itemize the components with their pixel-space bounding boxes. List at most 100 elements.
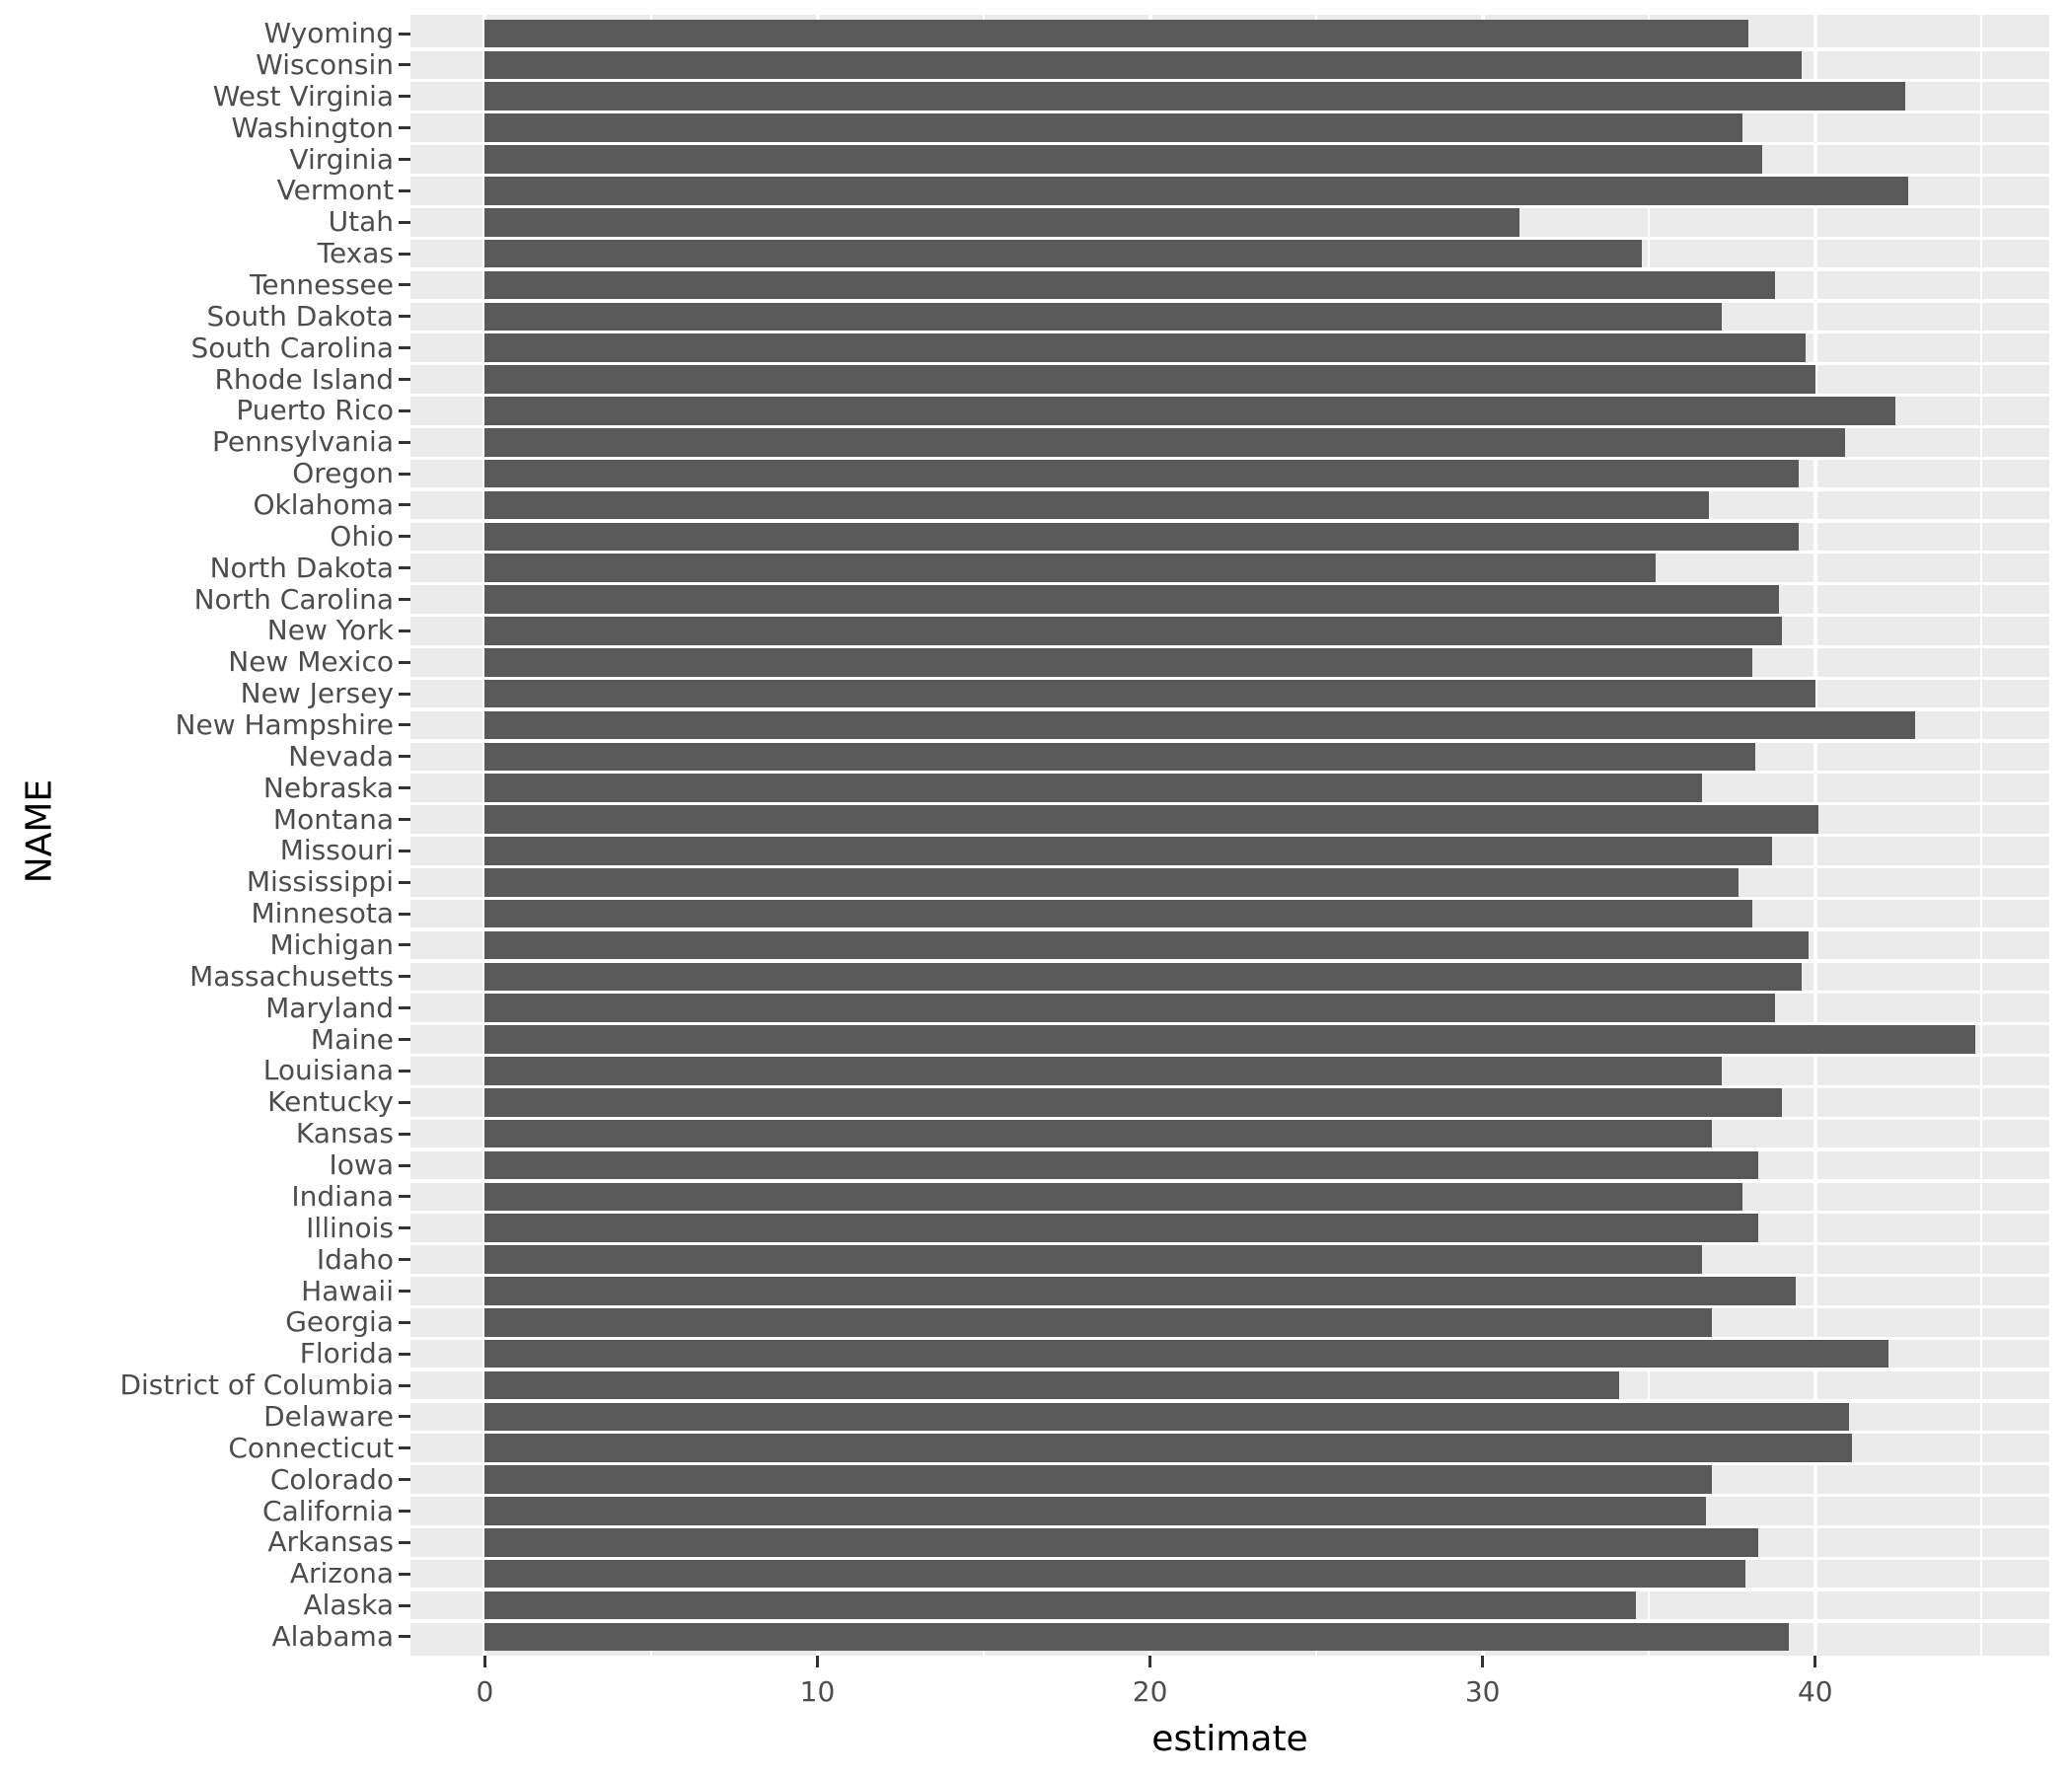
- bar: [484, 1182, 1742, 1212]
- bar: [484, 1591, 1636, 1620]
- y-axis-tick: [399, 1132, 410, 1136]
- y-axis-label: Montana: [272, 802, 394, 836]
- y-axis-tick: [399, 283, 410, 287]
- bar: [484, 1402, 1849, 1432]
- y-axis-label: Oregon: [292, 457, 394, 490]
- y-axis-tick: [399, 1006, 410, 1010]
- y-axis-label: Kansas: [295, 1117, 394, 1150]
- y-axis-tick: [399, 1258, 410, 1262]
- bar: [484, 837, 1772, 865]
- y-axis-tick: [399, 126, 410, 130]
- bar: [484, 1119, 1713, 1148]
- y-axis-label: Maryland: [265, 991, 394, 1024]
- y-axis-label: West Virginia: [212, 79, 394, 112]
- minor-gridline: [983, 15, 986, 1656]
- bar: [484, 1434, 1852, 1463]
- y-axis-label: Colorado: [269, 1462, 394, 1496]
- y-axis-tick: [399, 472, 410, 476]
- bar: [484, 270, 1776, 300]
- y-axis-label: South Dakota: [206, 299, 394, 333]
- y-axis-label: Puerto Rico: [236, 394, 394, 427]
- bar: [484, 930, 1810, 960]
- y-axis-tick: [399, 566, 410, 570]
- bar: [484, 397, 1895, 425]
- y-axis-tick: [399, 1352, 410, 1356]
- bar: [484, 490, 1709, 520]
- y-axis-label: North Dakota: [209, 551, 394, 584]
- bar: [484, 899, 1752, 928]
- bar: [484, 19, 1749, 48]
- y-axis-tick: [399, 1572, 410, 1576]
- y-axis-tick: [399, 692, 410, 696]
- y-axis-label: Vermont: [276, 174, 394, 207]
- y-axis-tick: [399, 1540, 410, 1544]
- x-axis-tick-label: 10: [799, 1675, 836, 1708]
- minor-gridline: [649, 15, 652, 1656]
- bar: [484, 962, 1803, 992]
- y-axis-tick: [399, 63, 410, 67]
- bar: [484, 145, 1762, 174]
- y-axis-tick: [399, 1478, 410, 1482]
- y-axis-label: Indiana: [291, 1179, 394, 1213]
- y-axis-tick: [399, 1100, 410, 1104]
- y-axis-tick: [399, 912, 410, 916]
- y-axis-tick: [399, 1038, 410, 1042]
- x-axis-title: estimate: [1151, 1719, 1308, 1759]
- y-axis-tick: [399, 1446, 410, 1450]
- y-axis-tick: [399, 660, 410, 664]
- bar: [484, 1622, 1789, 1652]
- x-axis-tick-label: 0: [476, 1675, 494, 1708]
- y-axis-label: Kentucky: [267, 1085, 394, 1119]
- bar: [484, 867, 1739, 897]
- y-axis-label: District of Columbia: [119, 1369, 394, 1402]
- bar: [484, 1339, 1888, 1369]
- y-axis-label: Idaho: [316, 1242, 394, 1276]
- y-axis-tick: [399, 158, 410, 162]
- y-axis-tick: [399, 1163, 410, 1167]
- x-axis-tick: [816, 1656, 819, 1667]
- y-axis-tick: [399, 849, 410, 852]
- y-axis-tick: [399, 1509, 410, 1513]
- x-axis-tick-label: 20: [1132, 1675, 1168, 1708]
- y-axis-tick: [399, 818, 410, 822]
- bar: [484, 113, 1742, 142]
- y-axis-tick: [399, 220, 410, 224]
- y-axis-label: North Carolina: [193, 582, 394, 616]
- y-axis-tick: [399, 1603, 410, 1607]
- y-axis-label: South Carolina: [190, 331, 394, 364]
- y-axis-label: Alabama: [271, 1619, 394, 1653]
- y-axis-label: New Hampshire: [175, 708, 394, 742]
- major-gridline: [1813, 15, 1817, 1656]
- bar: [484, 774, 1703, 803]
- y-axis-tick: [399, 252, 410, 256]
- y-axis-label: Nebraska: [262, 771, 394, 804]
- y-axis-tick: [399, 346, 410, 350]
- y-axis-label: Utah: [328, 205, 394, 239]
- y-axis-label: Washington: [231, 111, 394, 144]
- bar: [484, 1497, 1706, 1525]
- y-axis-tick: [399, 95, 410, 99]
- y-axis-label: New Mexico: [228, 645, 394, 679]
- bar: [484, 522, 1799, 552]
- y-axis-label: Wisconsin: [256, 48, 394, 82]
- y-axis-label: Connecticut: [228, 1431, 394, 1464]
- bar: [484, 239, 1643, 268]
- y-axis-label: Louisiana: [262, 1054, 394, 1087]
- major-gridline: [1147, 15, 1152, 1656]
- x-axis-tick: [1148, 1656, 1152, 1667]
- x-axis-tick: [1813, 1656, 1817, 1667]
- bar: [484, 50, 1803, 80]
- bar: [484, 554, 1656, 583]
- y-axis-label: Ohio: [330, 519, 394, 553]
- y-axis-tick: [399, 1320, 410, 1324]
- y-axis-label: Delaware: [263, 1399, 394, 1433]
- y-axis-label: Missouri: [279, 834, 394, 867]
- bar: [484, 1087, 1783, 1117]
- y-axis-tick: [399, 723, 410, 727]
- y-axis-label: Arkansas: [267, 1525, 394, 1559]
- bar: [484, 617, 1783, 645]
- y-axis-label: Iowa: [329, 1148, 394, 1182]
- y-axis-tick: [399, 1289, 410, 1293]
- bar: [484, 585, 1779, 614]
